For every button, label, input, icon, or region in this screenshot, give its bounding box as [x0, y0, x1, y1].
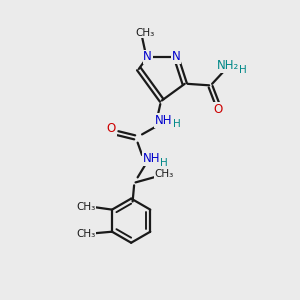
- Text: CH₃: CH₃: [155, 169, 174, 179]
- Text: H: H: [239, 65, 247, 75]
- Text: NH₂: NH₂: [217, 59, 239, 72]
- Text: NH: NH: [143, 152, 160, 165]
- Text: N: N: [143, 50, 152, 63]
- Text: H: H: [160, 158, 168, 168]
- Text: O: O: [107, 122, 116, 135]
- Text: H: H: [172, 119, 180, 129]
- Text: CH₃: CH₃: [135, 28, 154, 38]
- Text: CH₃: CH₃: [76, 229, 95, 239]
- Text: N: N: [172, 50, 180, 63]
- Text: O: O: [213, 103, 222, 116]
- Text: CH₃: CH₃: [76, 202, 95, 212]
- Text: NH: NH: [155, 114, 172, 127]
